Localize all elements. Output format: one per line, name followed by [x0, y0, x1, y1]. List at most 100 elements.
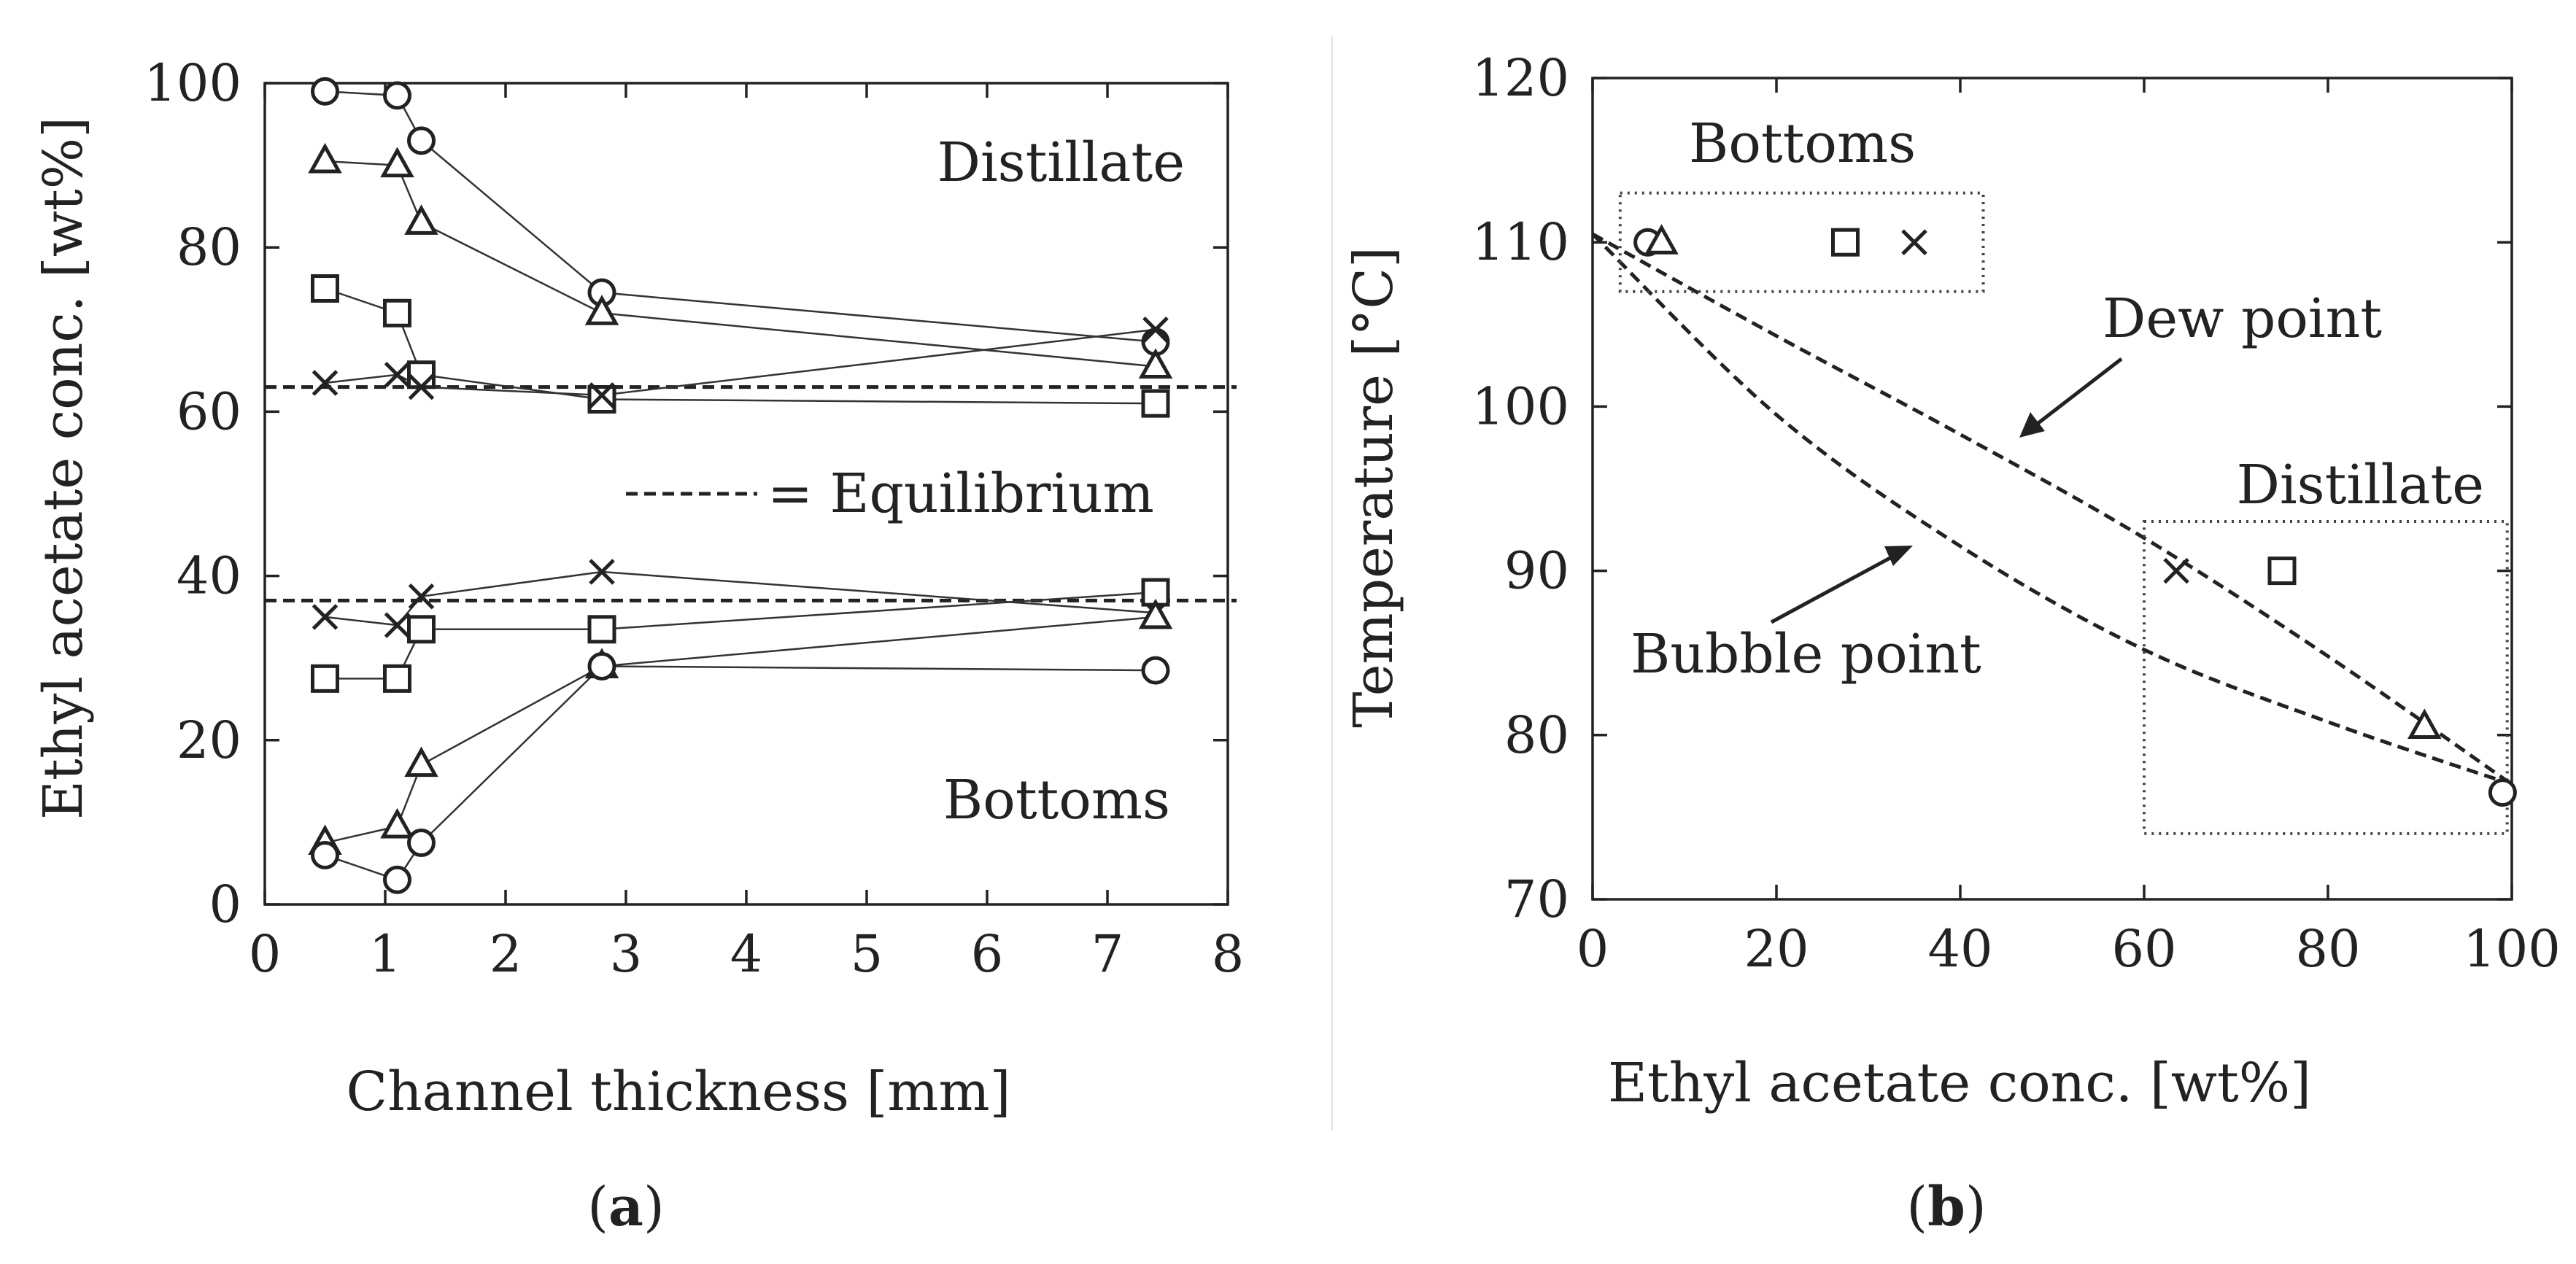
panel-a-legend: = Equilibrium	[626, 462, 1154, 525]
dew-arrow-shaft	[2034, 357, 2123, 427]
panel-a-y-tick-label: 60	[177, 381, 241, 441]
panel-b-y-tick-label: 70	[1504, 869, 1569, 929]
panel-a-x-tick-label: 2	[490, 924, 522, 984]
panel-a-cross-marker	[408, 583, 435, 610]
panel-b-caption: (b)	[1906, 1176, 1987, 1238]
panel-b-bubble-point-curve	[1591, 233, 2513, 786]
panel-b-bottoms-triangle-marker	[1644, 224, 1679, 255]
panel-b-y-tick-label: 120	[1471, 48, 1569, 108]
panel-a-axes	[263, 82, 1229, 906]
panel-a-triangle-marker	[380, 147, 414, 178]
panel-a-y-tick-label: 20	[177, 710, 241, 770]
panel-b-points	[1633, 224, 2517, 807]
panel-a-x-axis-label: Channel thickness [mm]	[346, 1061, 1010, 1123]
bubble-arrow-head	[1884, 546, 1913, 566]
panel-a-x-tick-label: 0	[249, 924, 282, 984]
panel-a-circle-marker	[1141, 656, 1170, 685]
panel-a-cross-marker	[384, 361, 411, 388]
panel-b-y-tick-label: 90	[1504, 541, 1569, 601]
panel-b-bottoms-square-marker	[1831, 228, 1860, 257]
panel-a-square-marker	[383, 298, 411, 327]
panel-b-distillate-box	[2143, 520, 2509, 835]
panel-b-x-tick-label: 40	[1927, 919, 1992, 979]
panel-a-series-line-5	[325, 591, 1156, 680]
panel-a-cross-marker	[1142, 317, 1169, 343]
panel-b-bottoms-cross-marker	[1901, 229, 1927, 255]
panel-a-square-marker	[311, 274, 339, 303]
panel-b-x-tick-label: 0	[1577, 919, 1609, 979]
panel-a-legend-text: = Equilibrium	[767, 462, 1154, 525]
panel-a-circle-marker	[407, 829, 436, 858]
panel-a-square-marker	[311, 664, 339, 693]
panel-a-bottoms-label: Bottoms	[943, 769, 1170, 831]
panel-a-y-tick-label: 100	[144, 53, 241, 113]
panel-b-x-axis-label: Ethyl acetate conc. [wt%]	[1608, 1052, 2311, 1114]
panel-b-x-tick-label: 80	[2295, 919, 2360, 979]
panel-a-square-marker	[1141, 389, 1170, 418]
panel-a-series-line-0	[325, 90, 1156, 343]
panel-b-y-tick-label: 100	[1471, 376, 1569, 436]
panel-a-y-tick-label: 0	[209, 875, 241, 934]
panel-b-distillate-label: Distillate	[2237, 454, 2484, 516]
panel-a-circle-marker	[383, 865, 411, 894]
panel-a-triangle-marker	[584, 295, 619, 325]
panel-b-bubble-point-label: Bubble point	[1631, 623, 1981, 686]
panel-a-x-tick-label: 6	[971, 924, 1004, 984]
panel-a-x-tick-label: 7	[1091, 924, 1124, 984]
panel-b-x-tick-label: 60	[2111, 919, 2176, 979]
panel-a-series-line-4	[325, 570, 1156, 627]
panel-b-distillate-circle-marker	[2488, 778, 2517, 807]
panel-b-boxes	[1618, 191, 2509, 835]
panel-a-triangle-marker	[380, 807, 414, 839]
panel-a-triangle-marker	[1138, 348, 1173, 379]
panel-b-distillate-triangle-marker	[2407, 708, 2442, 740]
panel-b-letter: b	[1927, 1176, 1965, 1238]
panel-b-distillate-cross-marker	[2163, 557, 2189, 584]
panel-b-y-tick-label: 110	[1471, 212, 1569, 272]
panel-b-plot-frame	[1591, 77, 2513, 901]
panel-b-chart: 0 20 40 60 80 100 70 80 90 100 110 120 Bottoms Dist…	[1342, 48, 2561, 1238]
panel-a-cross-marker	[408, 373, 435, 400]
panel-a-letter: a	[608, 1176, 643, 1238]
panel-a-cross-marker	[589, 382, 615, 408]
panel-a-y-tick-label: 40	[177, 546, 241, 606]
panel-a-x-tick-label: 4	[730, 924, 763, 984]
panel-b-x-tick-label: 20	[1744, 919, 1809, 979]
panel-a-cross-marker	[589, 559, 615, 585]
panel-a-circle-marker	[407, 126, 436, 155]
panel-b-x-tick-label: 100	[2463, 919, 2561, 979]
panel-a-cross-marker	[312, 370, 339, 396]
panel-a-series	[308, 77, 1173, 894]
panel-a-y-tick-label: 80	[177, 217, 241, 277]
panel-a-triangle-marker	[404, 204, 438, 235]
panel-a-distillate-label: Distillate	[937, 131, 1185, 194]
bubble-arrow-shaft	[1770, 552, 1898, 624]
panel-b-curves	[1591, 232, 2513, 786]
panel-a-square-marker	[383, 664, 411, 693]
panel-b-tick-labels: 0 20 40 60 80 100 70 80 90 100 110 120	[1471, 48, 2560, 979]
panel-a-circle-marker	[383, 81, 411, 110]
panel-a-caption: (a)	[587, 1176, 665, 1238]
panel-b-bottoms-box	[1618, 191, 1985, 293]
panel-b-distillate-square-marker	[2267, 557, 2297, 586]
panel-b-bubble-arrow	[1770, 546, 1913, 624]
panel-a-equilibrium-lines	[265, 385, 1237, 602]
panel-a-square-marker	[587, 385, 616, 414]
panel-b-bottoms-label: Bottoms	[1689, 112, 1916, 175]
dew-arrow-head	[2019, 412, 2045, 438]
panel-a-cross-marker	[312, 604, 339, 630]
panel-a-x-tick-label: 5	[851, 924, 883, 984]
panel-a-x-tick-label: 8	[1212, 924, 1245, 984]
panel-a-circle-marker	[587, 651, 616, 681]
panel-b-y-axis-label: Temperature [°C]	[1342, 247, 1405, 728]
panel-a-triangle-marker	[404, 746, 438, 778]
panel-a-square-marker	[587, 615, 616, 644]
panel-a-circle-marker	[311, 840, 339, 869]
panel-a-x-tick-label: 1	[369, 924, 402, 984]
panel-a-square-marker	[407, 615, 436, 644]
panel-b-axes	[1591, 77, 2513, 901]
panel-b-dew-arrow	[2019, 357, 2123, 438]
